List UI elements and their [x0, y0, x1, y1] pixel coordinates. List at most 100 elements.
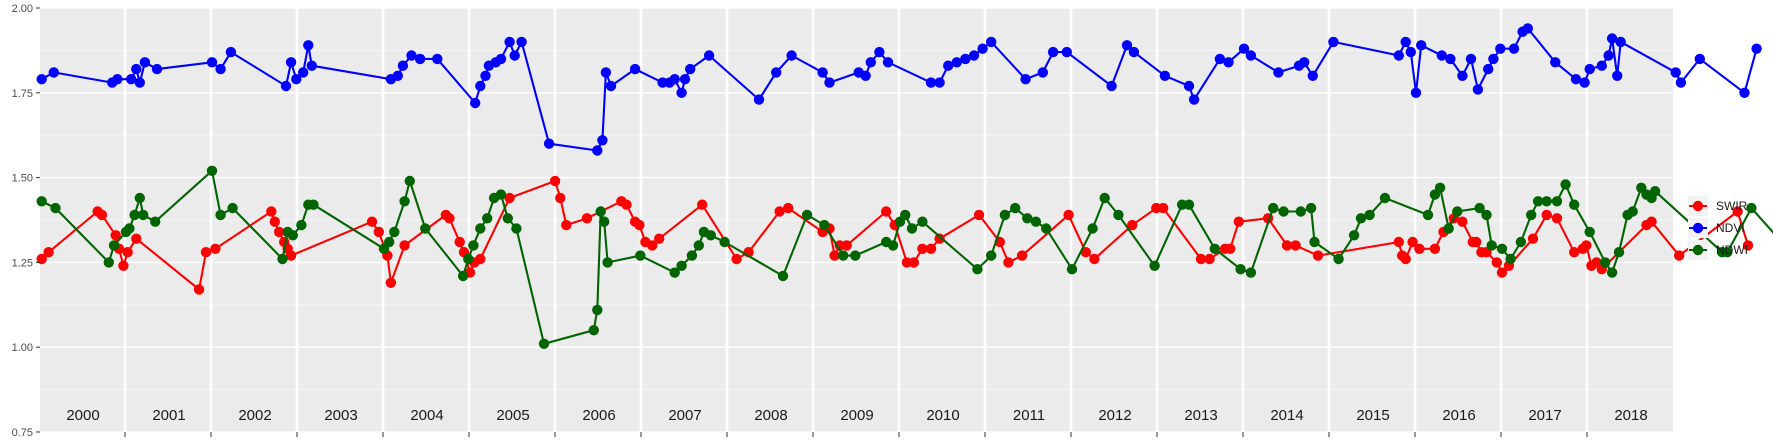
legend-key-point — [1692, 200, 1704, 212]
swir-point — [654, 233, 665, 244]
legend-label: NDVI — [1716, 221, 1745, 235]
ndvi-point — [112, 74, 123, 85]
swir-point — [454, 236, 465, 248]
ndwi-point — [900, 209, 911, 221]
swir-point — [973, 209, 985, 221]
ndwi-point — [1606, 267, 1618, 278]
ndwi-point — [850, 250, 861, 261]
ndvi-point — [134, 77, 145, 88]
swir-point — [122, 247, 133, 258]
ndvi-point — [1299, 57, 1310, 68]
series-ndwi — [36, 165, 1773, 349]
swir-point — [1225, 243, 1236, 254]
ndwi-point — [1295, 206, 1307, 217]
swir-point — [1541, 209, 1552, 221]
swir-point — [475, 253, 486, 265]
swir-point — [1312, 250, 1324, 261]
ndwi-point — [999, 209, 1011, 221]
swir-point — [1290, 240, 1301, 251]
legend-label: SWIR — [1716, 199, 1748, 213]
ndvi-point — [1522, 23, 1534, 34]
swir-point — [444, 213, 455, 224]
swir-point — [1063, 209, 1074, 221]
ndvi-point — [285, 57, 297, 68]
ndwi-point — [1613, 247, 1625, 258]
ndwi-point — [1209, 243, 1221, 254]
ndwi-point — [1627, 206, 1638, 217]
ndvi-point — [1223, 57, 1234, 68]
year-label: 2007 — [668, 407, 701, 424]
ndwi-point — [1305, 202, 1317, 214]
ndwi-point — [1087, 223, 1098, 234]
swir-point — [634, 219, 645, 231]
ndvi-point — [432, 53, 443, 65]
ndvi-point — [592, 145, 603, 156]
swir-point — [269, 216, 280, 227]
ndwi-point — [129, 209, 140, 221]
ndwi-point — [1113, 209, 1124, 221]
ndvi-point — [1739, 87, 1750, 99]
ndwi-point — [1481, 209, 1492, 221]
y-tick-label: 2.00 — [12, 3, 33, 15]
ndvi-point — [392, 70, 403, 82]
swir-point — [373, 226, 384, 238]
series-swir — [36, 175, 1754, 295]
ndwi-point — [1515, 236, 1527, 248]
ndwi-point — [693, 240, 704, 251]
swir-point — [1089, 253, 1100, 265]
ndwi-point — [1235, 264, 1246, 275]
year-label: 2003 — [324, 407, 357, 424]
swir-point — [908, 257, 919, 268]
ndvi-point — [298, 67, 309, 78]
ndvi-point — [679, 74, 691, 85]
ndwi-point — [1474, 202, 1485, 214]
ndwi-point — [457, 270, 469, 282]
ndwi-point — [296, 219, 307, 231]
ndwi-point — [277, 253, 288, 265]
ndvi-point — [934, 77, 945, 88]
swir-point — [131, 233, 142, 244]
swir-point — [1742, 240, 1754, 251]
ndwi-point — [206, 165, 218, 176]
ndwi-point — [777, 270, 789, 282]
year-label: 2018 — [1614, 407, 1647, 424]
ndwi-point — [1066, 264, 1078, 275]
ndwi-point — [463, 253, 474, 265]
ndvi-point — [1615, 36, 1626, 48]
ndwi-point — [1278, 206, 1289, 217]
ndvi-point — [1603, 50, 1614, 61]
y-axis: 0.75 1.00 1.25 1.50 1.75 2.00 — [12, 3, 40, 439]
ndvi-point — [1245, 50, 1257, 61]
swir-point — [1581, 240, 1592, 251]
ndwi-point — [475, 223, 486, 234]
swir-point — [1407, 236, 1418, 248]
swir-point — [1527, 233, 1539, 244]
y-tick-label: 1.75 — [12, 88, 33, 100]
swir-point — [549, 175, 561, 187]
swir-point — [385, 277, 397, 288]
ndwi-point — [917, 216, 928, 227]
ndvi-point — [1214, 53, 1226, 65]
ndwi-point — [1030, 216, 1042, 227]
swir-point — [774, 206, 785, 217]
ndwi-point — [108, 240, 120, 251]
ndwi-point — [468, 240, 479, 251]
ndwi-point — [1379, 192, 1391, 204]
swir-point — [841, 240, 852, 251]
swir-point — [731, 253, 742, 265]
ndwi-point — [1532, 196, 1544, 207]
ndvi-point — [753, 94, 765, 105]
ndvi-point — [1416, 40, 1427, 51]
ndwi-point — [1309, 236, 1320, 248]
swir-point — [1491, 257, 1503, 268]
ndwi-point — [404, 175, 415, 187]
ndwi-point — [686, 250, 698, 261]
year-labels: 2000 2001 2002 2003 2004 2005 2006 2007 2008 2009… — [66, 407, 1648, 437]
year-label: 2011 — [1013, 407, 1045, 424]
ndvi-point — [504, 36, 515, 48]
swir-point — [1158, 202, 1169, 214]
ndvi-point — [495, 53, 507, 65]
ndwi-point — [887, 240, 899, 251]
ndwi-point — [906, 223, 918, 234]
ndwi-point — [1022, 213, 1033, 224]
